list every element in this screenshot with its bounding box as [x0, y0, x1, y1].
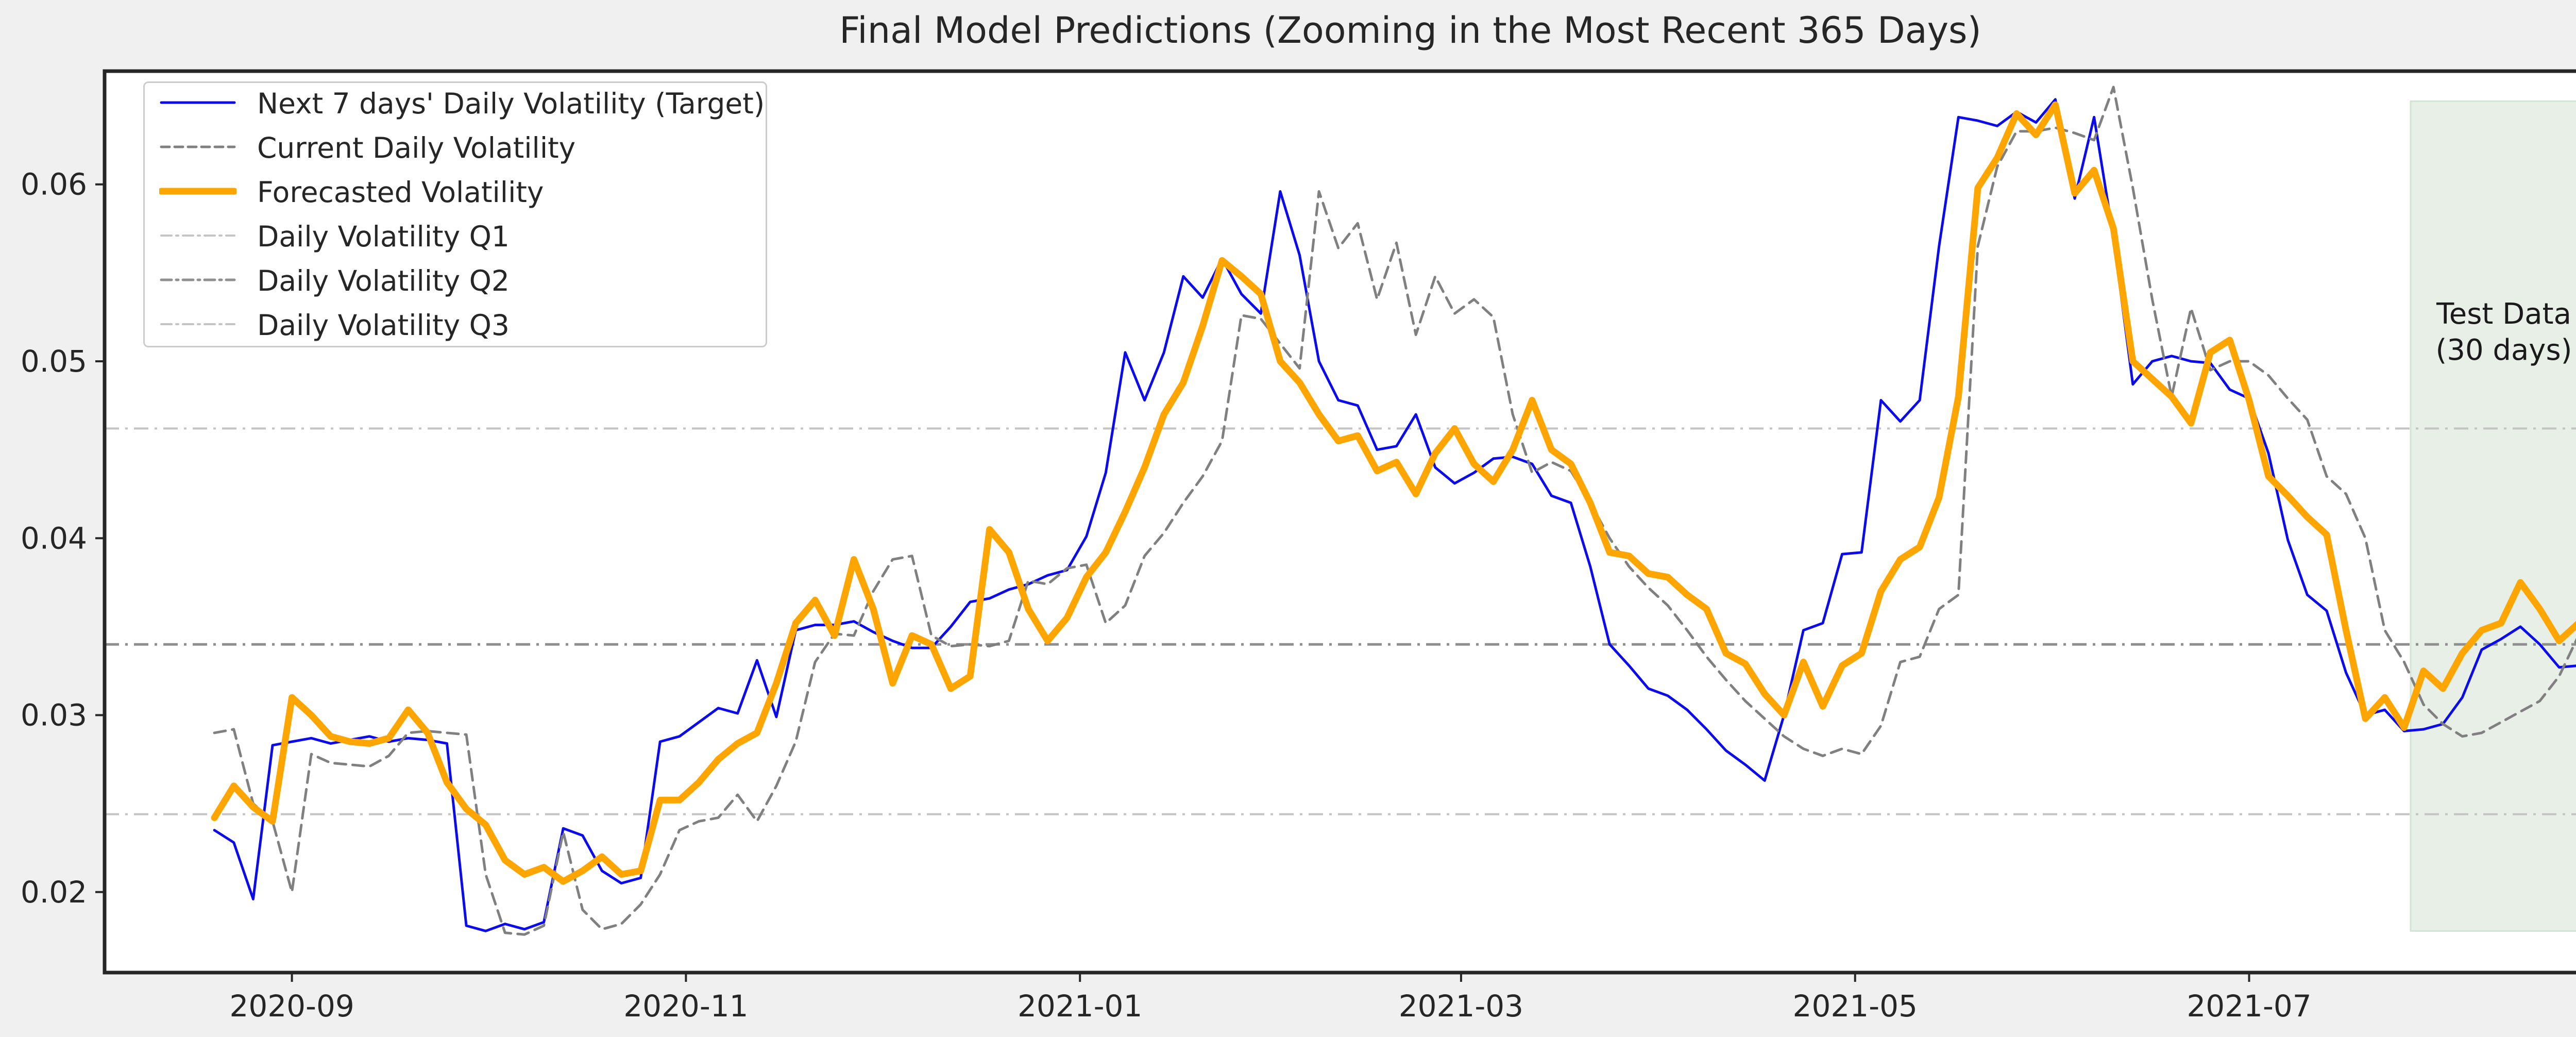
legend-line-sample-icon [145, 186, 257, 198]
x-tick-labels: 2020-09 2020-11 2021-01 2021-03 2021-05 2021-… [229, 989, 2311, 1024]
svg-text:0.02: 0.02 [21, 875, 87, 910]
test-data-annotation-line1: Test Data [2436, 297, 2571, 331]
legend-item-label: Next 7 days' Daily Volatility (Target) [257, 87, 765, 120]
test-data-annotation-line2: (30 days) [2435, 333, 2572, 367]
svg-text:2021-07: 2021-07 [2187, 989, 2311, 1024]
legend-item: Daily Volatility Q3 [145, 303, 766, 347]
legend-line-sample-icon [145, 97, 257, 110]
legend-item-label: Forecasted Volatility [257, 176, 544, 209]
legend-item-label: Daily Volatility Q1 [257, 220, 510, 253]
legend-item-label: Daily Volatility Q3 [257, 309, 510, 342]
legend-item: Forecasted Volatility [145, 170, 766, 214]
data-series [211, 86, 2576, 936]
legend-line-sample-icon [145, 230, 257, 243]
legend-item-label: Current Daily Volatility [257, 131, 576, 164]
svg-text:2021-05: 2021-05 [1793, 989, 1918, 1024]
svg-text:2021-03: 2021-03 [1399, 989, 1523, 1024]
legend: Next 7 days' Daily Volatility (Target) C… [143, 81, 767, 347]
legend-line-sample-icon [145, 275, 257, 287]
svg-text:0.04: 0.04 [21, 521, 87, 556]
svg-text:2020-11: 2020-11 [623, 989, 748, 1024]
legend-line-sample-icon [145, 142, 257, 154]
y-tick-labels: 0.02 0.03 0.04 0.05 0.06 [21, 167, 87, 910]
axis-ticks [95, 183, 2250, 982]
legend-line-sample-icon [145, 319, 257, 331]
chart-title: Final Model Predictions (Zooming in the … [839, 9, 1981, 52]
legend-item-label: Daily Volatility Q2 [257, 264, 510, 297]
test-data-region [2410, 100, 2576, 932]
legend-item: Current Daily Volatility [145, 126, 766, 170]
svg-text:2020-09: 2020-09 [229, 989, 354, 1024]
legend-item: Daily Volatility Q2 [145, 259, 766, 303]
legend-item: Daily Volatility Q1 [145, 214, 766, 259]
quartile-gridlines [105, 427, 2576, 815]
test-data-annotation: Test Data (30 days) [2401, 296, 2576, 369]
svg-text:0.05: 0.05 [21, 344, 87, 379]
svg-text:0.03: 0.03 [21, 698, 87, 733]
legend-item: Next 7 days' Daily Volatility (Target) [145, 81, 766, 126]
axes-spines [103, 69, 2576, 975]
svg-text:2021-01: 2021-01 [1018, 989, 1142, 1024]
svg-text:0.06: 0.06 [21, 167, 87, 202]
